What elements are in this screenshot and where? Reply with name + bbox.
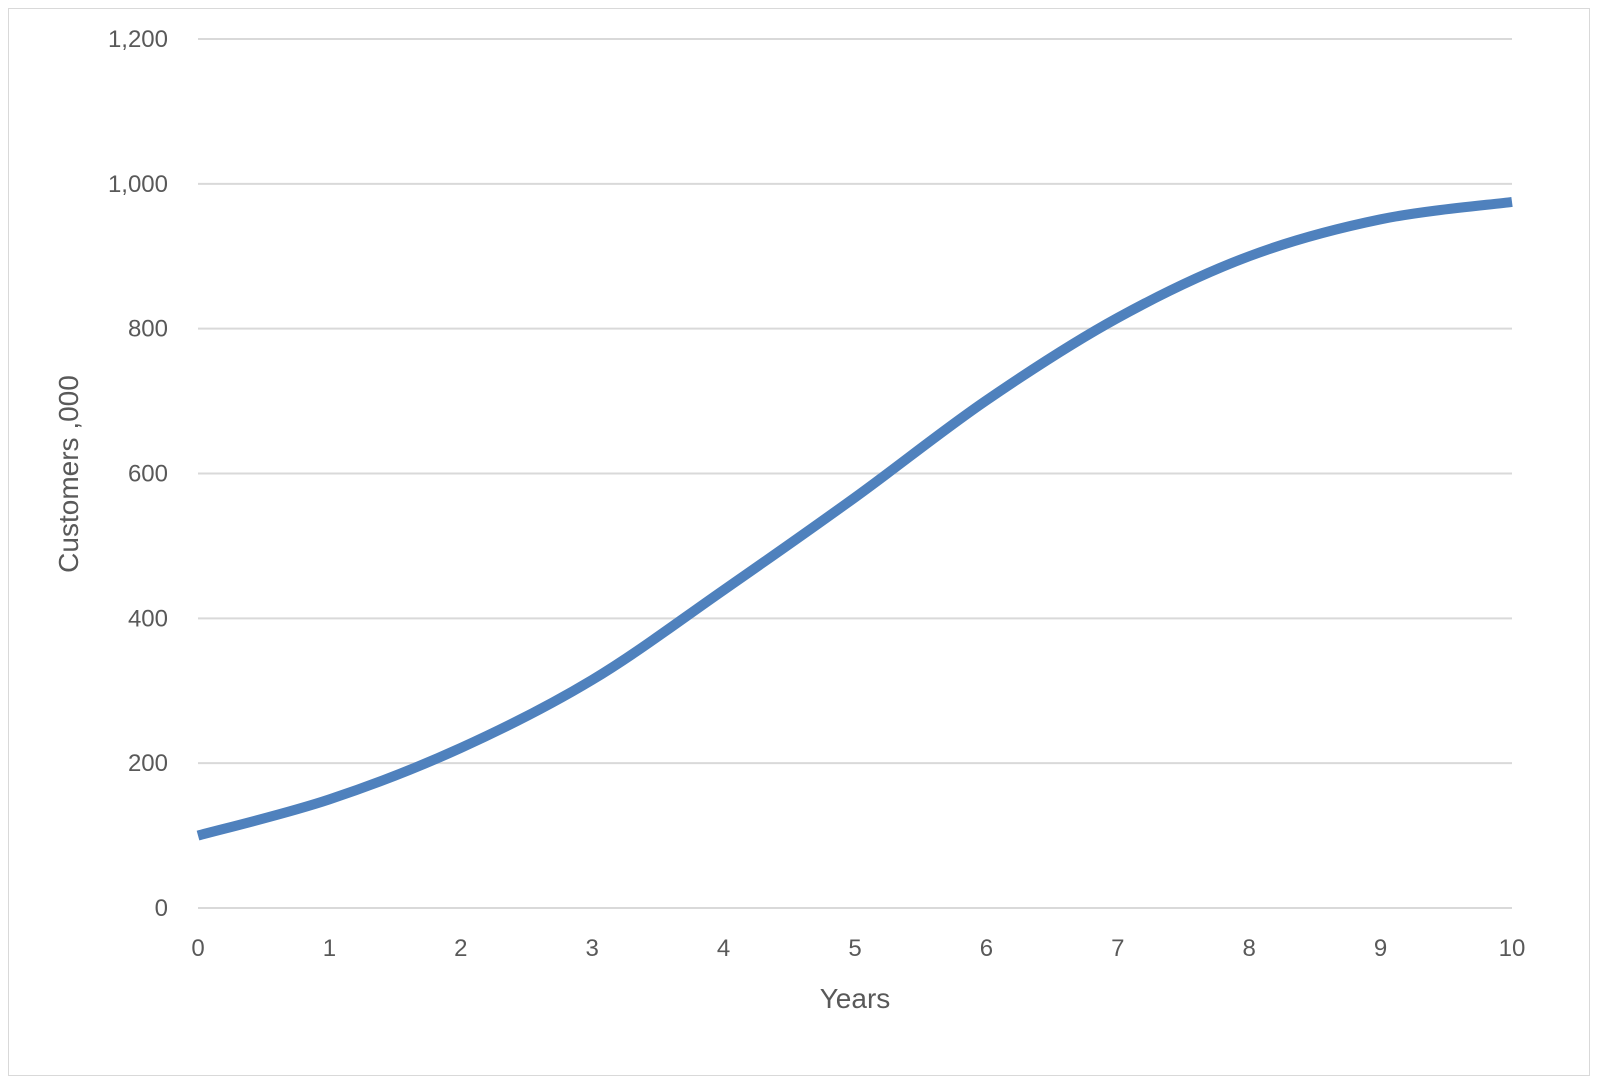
y-tick-label: 0 [155, 895, 168, 922]
series-group [196, 196, 1513, 841]
x-tick-label: 8 [1243, 935, 1256, 962]
x-tick-label: 2 [454, 935, 467, 962]
y-tick-label: 800 [128, 316, 168, 343]
y-tick-label: 200 [128, 750, 168, 777]
x-tick-label: 4 [717, 935, 730, 962]
x-tick-label: 6 [980, 935, 993, 962]
x-tick-label: 10 [1499, 935, 1526, 962]
x-tick-label: 0 [191, 935, 204, 962]
y-tick-label: 1,000 [108, 171, 168, 198]
y-axis-ticks: 0 200 400 600 800 1,000 1,200 [108, 26, 168, 922]
x-tick-label: 9 [1374, 935, 1387, 962]
y-tick-label: 400 [128, 605, 168, 632]
x-axis-ticks: 0 1 2 3 4 5 6 7 8 9 10 [191, 935, 1525, 962]
y-tick-label: 1,200 [108, 26, 168, 53]
chart-frame [8, 8, 1590, 1076]
y-axis-title: Customers ,000 [53, 375, 84, 573]
x-tick-label: 3 [586, 935, 599, 962]
x-tick-label: 7 [1111, 935, 1124, 962]
x-tick-label: 1 [323, 935, 336, 962]
y-tick-label: 600 [128, 461, 168, 488]
series-line [196, 196, 1513, 841]
x-axis-title: Years [820, 983, 891, 1014]
x-tick-label: 5 [848, 935, 861, 962]
